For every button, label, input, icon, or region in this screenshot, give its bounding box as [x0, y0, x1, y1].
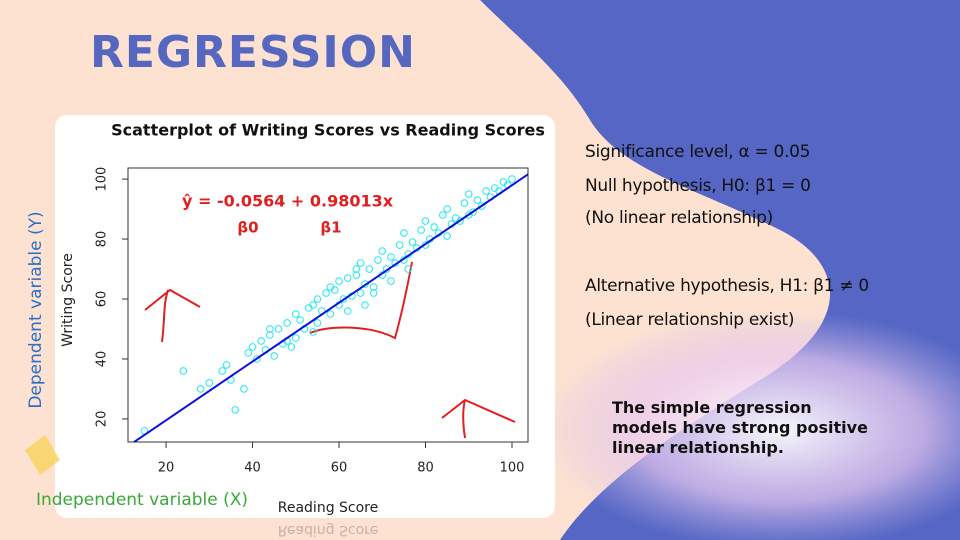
- point: [257, 337, 265, 345]
- x-tick-label: 20: [158, 461, 175, 476]
- decoration: [25, 435, 60, 475]
- point: [309, 328, 317, 336]
- point: [326, 283, 335, 291]
- point: [387, 277, 395, 285]
- point: [270, 352, 278, 360]
- haze: [540, 310, 960, 540]
- chart-title: Scatterplot of Writing Scores vs Reading…: [111, 121, 545, 140]
- point: [473, 196, 482, 204]
- point: [218, 367, 227, 375]
- point: [430, 223, 438, 231]
- x-tick-label: 40: [244, 461, 261, 476]
- y-tick-label: 60: [95, 291, 110, 308]
- x-role-label: Independent variable (X): [36, 490, 248, 510]
- point: [244, 349, 253, 357]
- point: [356, 259, 365, 267]
- point: [439, 211, 447, 219]
- point: [443, 205, 451, 213]
- point: [464, 190, 473, 198]
- regression-line: [132, 173, 528, 442]
- hand-arrows: [144, 261, 516, 439]
- y-axis-label: Writing Score: [60, 253, 76, 347]
- point: [287, 343, 296, 351]
- note: (No linear relationship): [585, 208, 774, 228]
- y-tick-label: 80: [95, 231, 110, 248]
- y-tick-label: 100: [95, 167, 110, 192]
- point: [231, 406, 240, 414]
- point: [508, 175, 516, 183]
- point: [469, 208, 477, 216]
- note: Significance level, α = 0.05: [585, 142, 811, 162]
- conclusion: The simple regression models have strong…: [612, 398, 868, 457]
- point: [369, 283, 378, 291]
- point: [356, 289, 365, 297]
- point: [205, 379, 214, 387]
- point: [274, 325, 283, 333]
- y-tick-label: 40: [95, 351, 110, 368]
- note: Null hypothesis, H0: β1 = 0: [585, 176, 811, 196]
- point: [309, 301, 317, 309]
- point: [421, 217, 430, 225]
- x-tick-label: 60: [331, 461, 348, 476]
- point: [253, 355, 261, 363]
- point: [352, 271, 361, 279]
- point: [343, 274, 352, 282]
- point: [196, 385, 205, 393]
- x-tick-label: 80: [417, 461, 434, 476]
- point: [482, 187, 490, 195]
- plot-area: [132, 173, 528, 442]
- point: [283, 319, 291, 327]
- point: [291, 334, 300, 342]
- note: (Linear relationship exist): [585, 310, 795, 330]
- point: [291, 310, 300, 318]
- point: [395, 241, 404, 249]
- point: [322, 289, 330, 297]
- x-tick-label: 100: [500, 461, 525, 476]
- point: [352, 265, 361, 273]
- point: [266, 331, 274, 339]
- point: [222, 361, 231, 369]
- x-axis-label: Reading Score: [278, 500, 379, 516]
- point: [335, 277, 343, 285]
- point: [296, 316, 304, 324]
- point: [266, 325, 274, 333]
- point: [313, 319, 322, 327]
- point: [240, 385, 248, 393]
- point: [456, 217, 464, 225]
- point: [477, 202, 486, 210]
- point: [374, 256, 382, 264]
- chart-card: [55, 115, 555, 518]
- point: [369, 289, 378, 297]
- slope-label: β1: [320, 219, 341, 237]
- intercept-label: β0: [237, 219, 258, 237]
- point: [387, 253, 395, 261]
- point: [343, 307, 352, 315]
- point: [400, 229, 408, 237]
- point: [443, 232, 451, 240]
- point: [326, 310, 335, 318]
- point: [313, 295, 322, 303]
- slide-title: REGRESSION: [90, 27, 416, 78]
- point: [179, 367, 188, 375]
- y-tick-label: 20: [95, 411, 110, 428]
- x-axis-label-reflection: Reading Score: [278, 522, 379, 538]
- point: [408, 238, 417, 246]
- point: [417, 226, 425, 234]
- y-role-label: Dependent variable (Y): [26, 211, 46, 408]
- point: [378, 247, 387, 255]
- point: [339, 295, 348, 303]
- note: Alternative hypothesis, H1: β1 ≠ 0: [585, 276, 869, 296]
- plot-frame: [127, 167, 529, 443]
- point: [404, 265, 413, 273]
- point: [365, 265, 374, 273]
- point: [361, 301, 369, 309]
- regression-equation: ŷ = -0.0564 + 0.98013x: [182, 192, 394, 211]
- point: [460, 199, 469, 207]
- point: [248, 343, 257, 351]
